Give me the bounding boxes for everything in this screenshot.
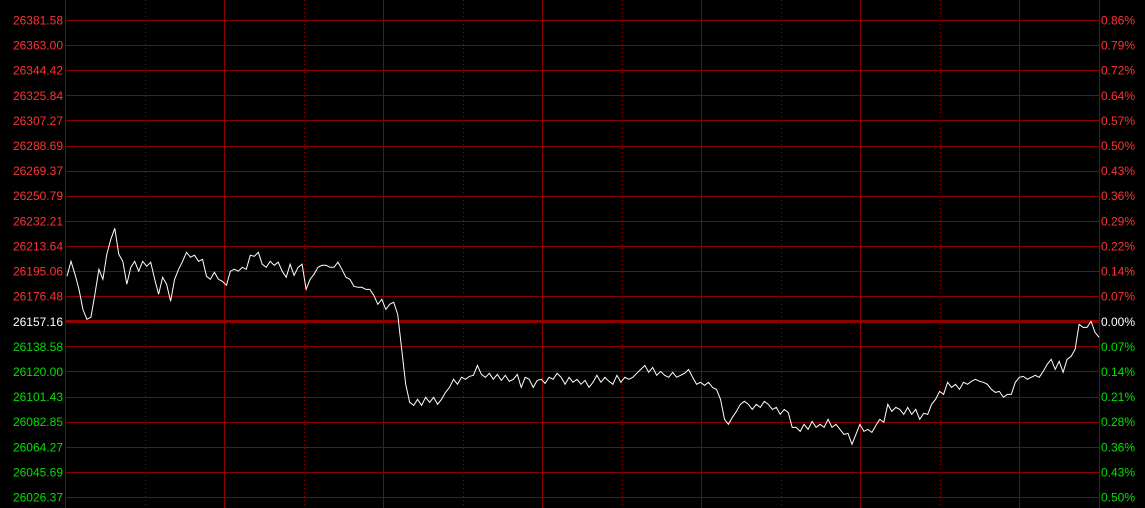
right-tick-label: 0.50% <box>1101 139 1135 153</box>
right-tick-label: 0.00% <box>1101 315 1135 329</box>
right-tick-label: 0.36% <box>1101 189 1135 203</box>
left-tick-label: 26232.21 <box>13 214 63 228</box>
left-tick-label: 26064.27 <box>13 440 63 454</box>
right-tick-label: 0.50% <box>1101 491 1135 505</box>
right-tick-label: 0.86% <box>1101 14 1135 28</box>
left-tick-label: 26363.00 <box>13 39 63 53</box>
right-tick-label: 0.29% <box>1101 214 1135 228</box>
left-tick-label: 26101.43 <box>13 390 63 404</box>
left-tick-label: 26344.42 <box>13 64 63 78</box>
right-tick-label: 0.21% <box>1101 390 1135 404</box>
left-tick-label: 26269.37 <box>13 164 63 178</box>
price-line <box>66 228 1100 446</box>
right-tick-label: 0.57% <box>1101 114 1135 128</box>
left-tick-label: 26195.06 <box>13 265 63 279</box>
left-tick-label: 26026.37 <box>13 491 63 505</box>
left-tick-label: 26045.69 <box>13 465 63 479</box>
right-tick-label: 0.79% <box>1101 39 1135 53</box>
right-tick-label: 0.14% <box>1101 365 1135 379</box>
right-tick-label: 0.64% <box>1101 89 1135 103</box>
right-tick-label: 0.28% <box>1101 415 1135 429</box>
left-tick-label: 26325.84 <box>13 89 63 103</box>
left-tick-label: 26176.48 <box>13 290 63 304</box>
left-tick-label: 26288.69 <box>13 139 63 153</box>
left-tick-label: 26250.79 <box>13 189 63 203</box>
left-price-axis: 26381.58 26363.00 26344.42 26325.84 26307.27… <box>13 14 63 505</box>
right-percent-axis: 0.86% 0.79% 0.72% 0.64% 0.57% 0.50% 0.43% 0.36%… <box>1101 14 1135 505</box>
left-tick-label: 26138.58 <box>13 340 63 354</box>
right-tick-label: 0.43% <box>1101 164 1135 178</box>
left-tick-label: 26213.64 <box>13 239 63 253</box>
right-tick-label: 0.14% <box>1101 265 1135 279</box>
left-tick-label: 26082.85 <box>13 415 63 429</box>
grid <box>65 0 1100 508</box>
right-tick-label: 0.43% <box>1101 465 1135 479</box>
right-tick-label: 0.36% <box>1101 440 1135 454</box>
right-tick-label: 0.07% <box>1101 290 1135 304</box>
left-tick-label: 26307.27 <box>13 114 63 128</box>
right-tick-label: 0.22% <box>1101 239 1135 253</box>
right-tick-label: 0.72% <box>1101 64 1135 78</box>
left-tick-label: 26120.00 <box>13 365 63 379</box>
left-tick-label: 26157.16 <box>13 315 63 329</box>
right-tick-label: 0.07% <box>1101 340 1135 354</box>
left-tick-label: 26381.58 <box>13 14 63 28</box>
